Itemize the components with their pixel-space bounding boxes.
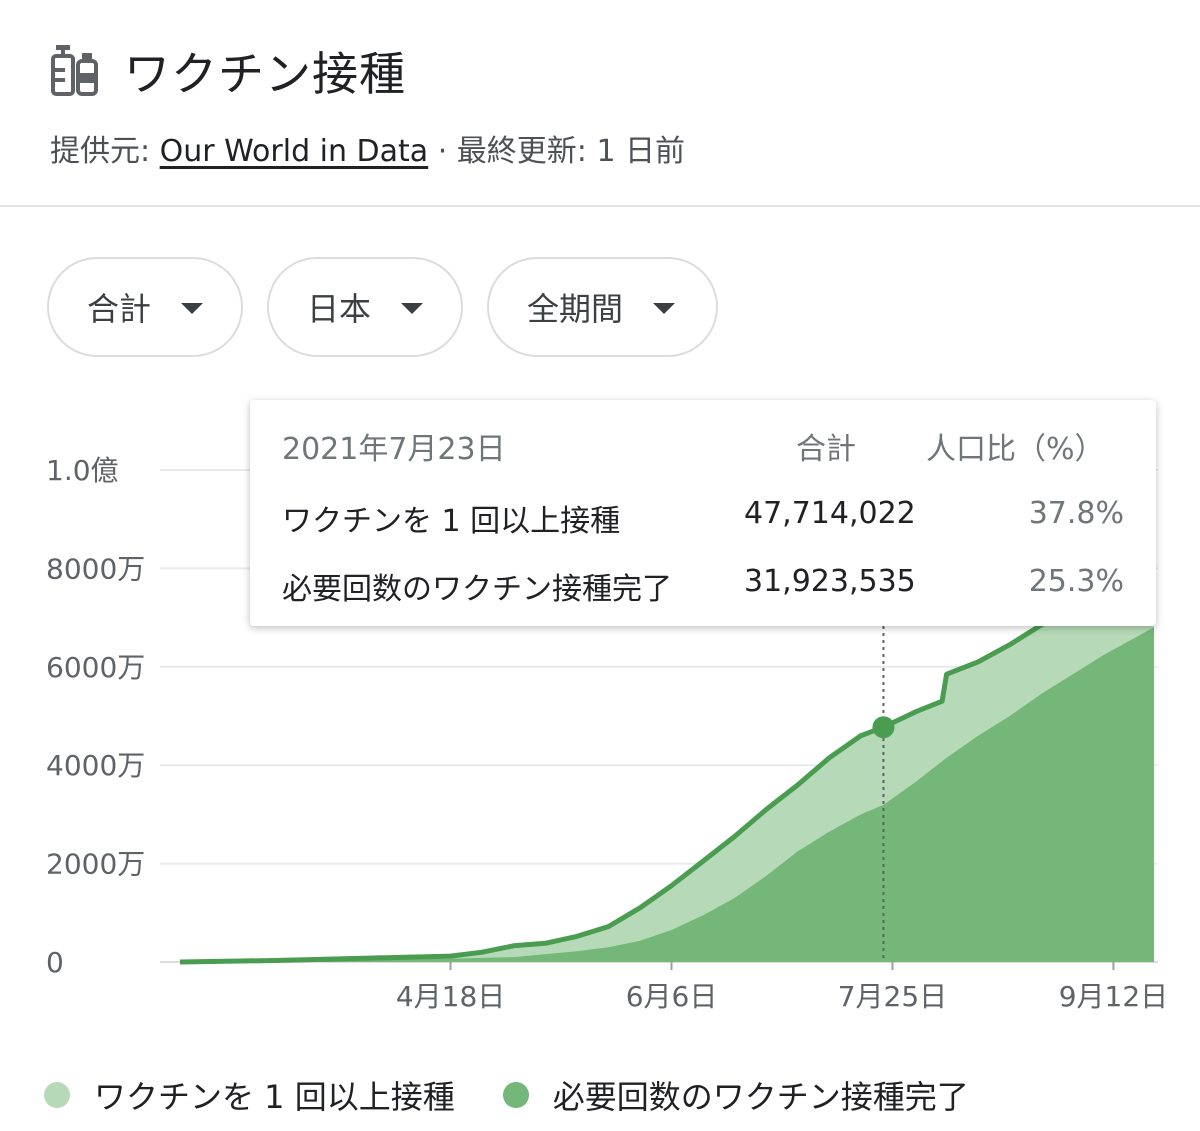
last-updated: · 最終更新: 1 日前 bbox=[428, 134, 686, 169]
tooltip-row-first-pct: 37.8% bbox=[1028, 496, 1124, 531]
x-tick-label: 9月12日 bbox=[1059, 980, 1168, 1013]
filter-country-chip[interactable]: 日本 bbox=[267, 257, 463, 357]
y-tick-label: 6000万 bbox=[46, 651, 145, 684]
tooltip-row-first-label: ワクチンを 1 回以上接種 bbox=[282, 504, 621, 539]
y-tick-label: 0 bbox=[46, 946, 64, 979]
x-tick-label: 7月25日 bbox=[838, 980, 947, 1013]
y-tick-label: 4000万 bbox=[46, 749, 145, 782]
tooltip-row-full-pct: 25.3% bbox=[1028, 564, 1124, 599]
chart-legend: ワクチンを 1 回以上接種 必要回数のワクチン接種完了 bbox=[44, 1072, 1017, 1118]
chevron-down-icon bbox=[653, 302, 676, 314]
area-layer bbox=[179, 566, 1156, 965]
card-header: ワクチン接種 提供元: Our World in Data · 最終更新: 1 … bbox=[0, 0, 1200, 207]
legend-dot-fully bbox=[502, 1082, 529, 1108]
tooltip-row-full-label: 必要回数のワクチン接種完了 bbox=[282, 572, 672, 607]
tooltip-row-first-value: 47,714,022 bbox=[744, 496, 916, 531]
series-line-first-dose bbox=[179, 566, 1156, 965]
chart-svg[interactable]: 0 2000万 4000万 6000万 8000万 1.0億 4月18日 6月6日 7月25日… bbox=[0, 380, 1200, 1040]
legend-item-first-dose[interactable]: ワクチンを 1 回以上接種 bbox=[44, 1072, 455, 1118]
legend-item-fully[interactable]: 必要回数のワクチン接種完了 bbox=[502, 1072, 969, 1118]
y-tick-label: 8000万 bbox=[46, 552, 145, 585]
filter-metric-label: 合計 bbox=[87, 290, 152, 328]
chart-tooltip: 2021年7月23日 合計 人口比（%） ワクチンを 1 回以上接種 47,71… bbox=[250, 400, 1156, 626]
chevron-down-icon bbox=[181, 302, 204, 314]
legend-dot-first-dose bbox=[44, 1082, 70, 1108]
source-link[interactable]: Our World in Data bbox=[159, 134, 429, 169]
card-title: ワクチン接種 bbox=[124, 47, 406, 101]
hover-point-marker bbox=[872, 716, 895, 739]
series-area-fully bbox=[180, 627, 1154, 962]
tooltip-col-pct: 人口比（%） bbox=[926, 432, 1105, 467]
chevron-down-icon bbox=[401, 302, 424, 314]
legend-label-first-dose: ワクチンを 1 回以上接種 bbox=[94, 1078, 455, 1116]
tooltip-col-total: 合計 bbox=[796, 432, 856, 467]
vaccination-chart[interactable]: 0 2000万 4000万 6000万 8000万 1.0億 4月18日 6月6日 7月25日… bbox=[0, 380, 1200, 1040]
title-row: ワクチン接種 bbox=[50, 38, 406, 104]
filter-country-label: 日本 bbox=[307, 290, 372, 328]
x-tick-label: 4月18日 bbox=[396, 980, 505, 1013]
marker-layer bbox=[872, 626, 895, 962]
filter-period-chip[interactable]: 全期間 bbox=[487, 257, 718, 357]
tooltip-row-full-value: 31,923,535 bbox=[744, 564, 916, 599]
filter-metric-chip[interactable]: 合計 bbox=[47, 257, 243, 357]
filter-period-label: 全期間 bbox=[527, 290, 624, 328]
legend-label-fully: 必要回数のワクチン接種完了 bbox=[552, 1078, 969, 1116]
source-line: 提供元: Our World in Data · 最終更新: 1 日前 bbox=[50, 126, 685, 170]
x-axis: 4月18日 6月6日 7月25日 9月12日 bbox=[396, 962, 1168, 1013]
tooltip-date: 2021年7月23日 bbox=[282, 432, 506, 467]
vaccine-icon bbox=[51, 45, 98, 96]
x-tick-label: 6月6日 bbox=[626, 980, 718, 1013]
source-prefix: 提供元: bbox=[50, 134, 160, 169]
header-divider bbox=[0, 205, 1200, 207]
y-tick-label: 2000万 bbox=[46, 848, 145, 881]
y-tick-label: 1.0億 bbox=[46, 454, 119, 487]
